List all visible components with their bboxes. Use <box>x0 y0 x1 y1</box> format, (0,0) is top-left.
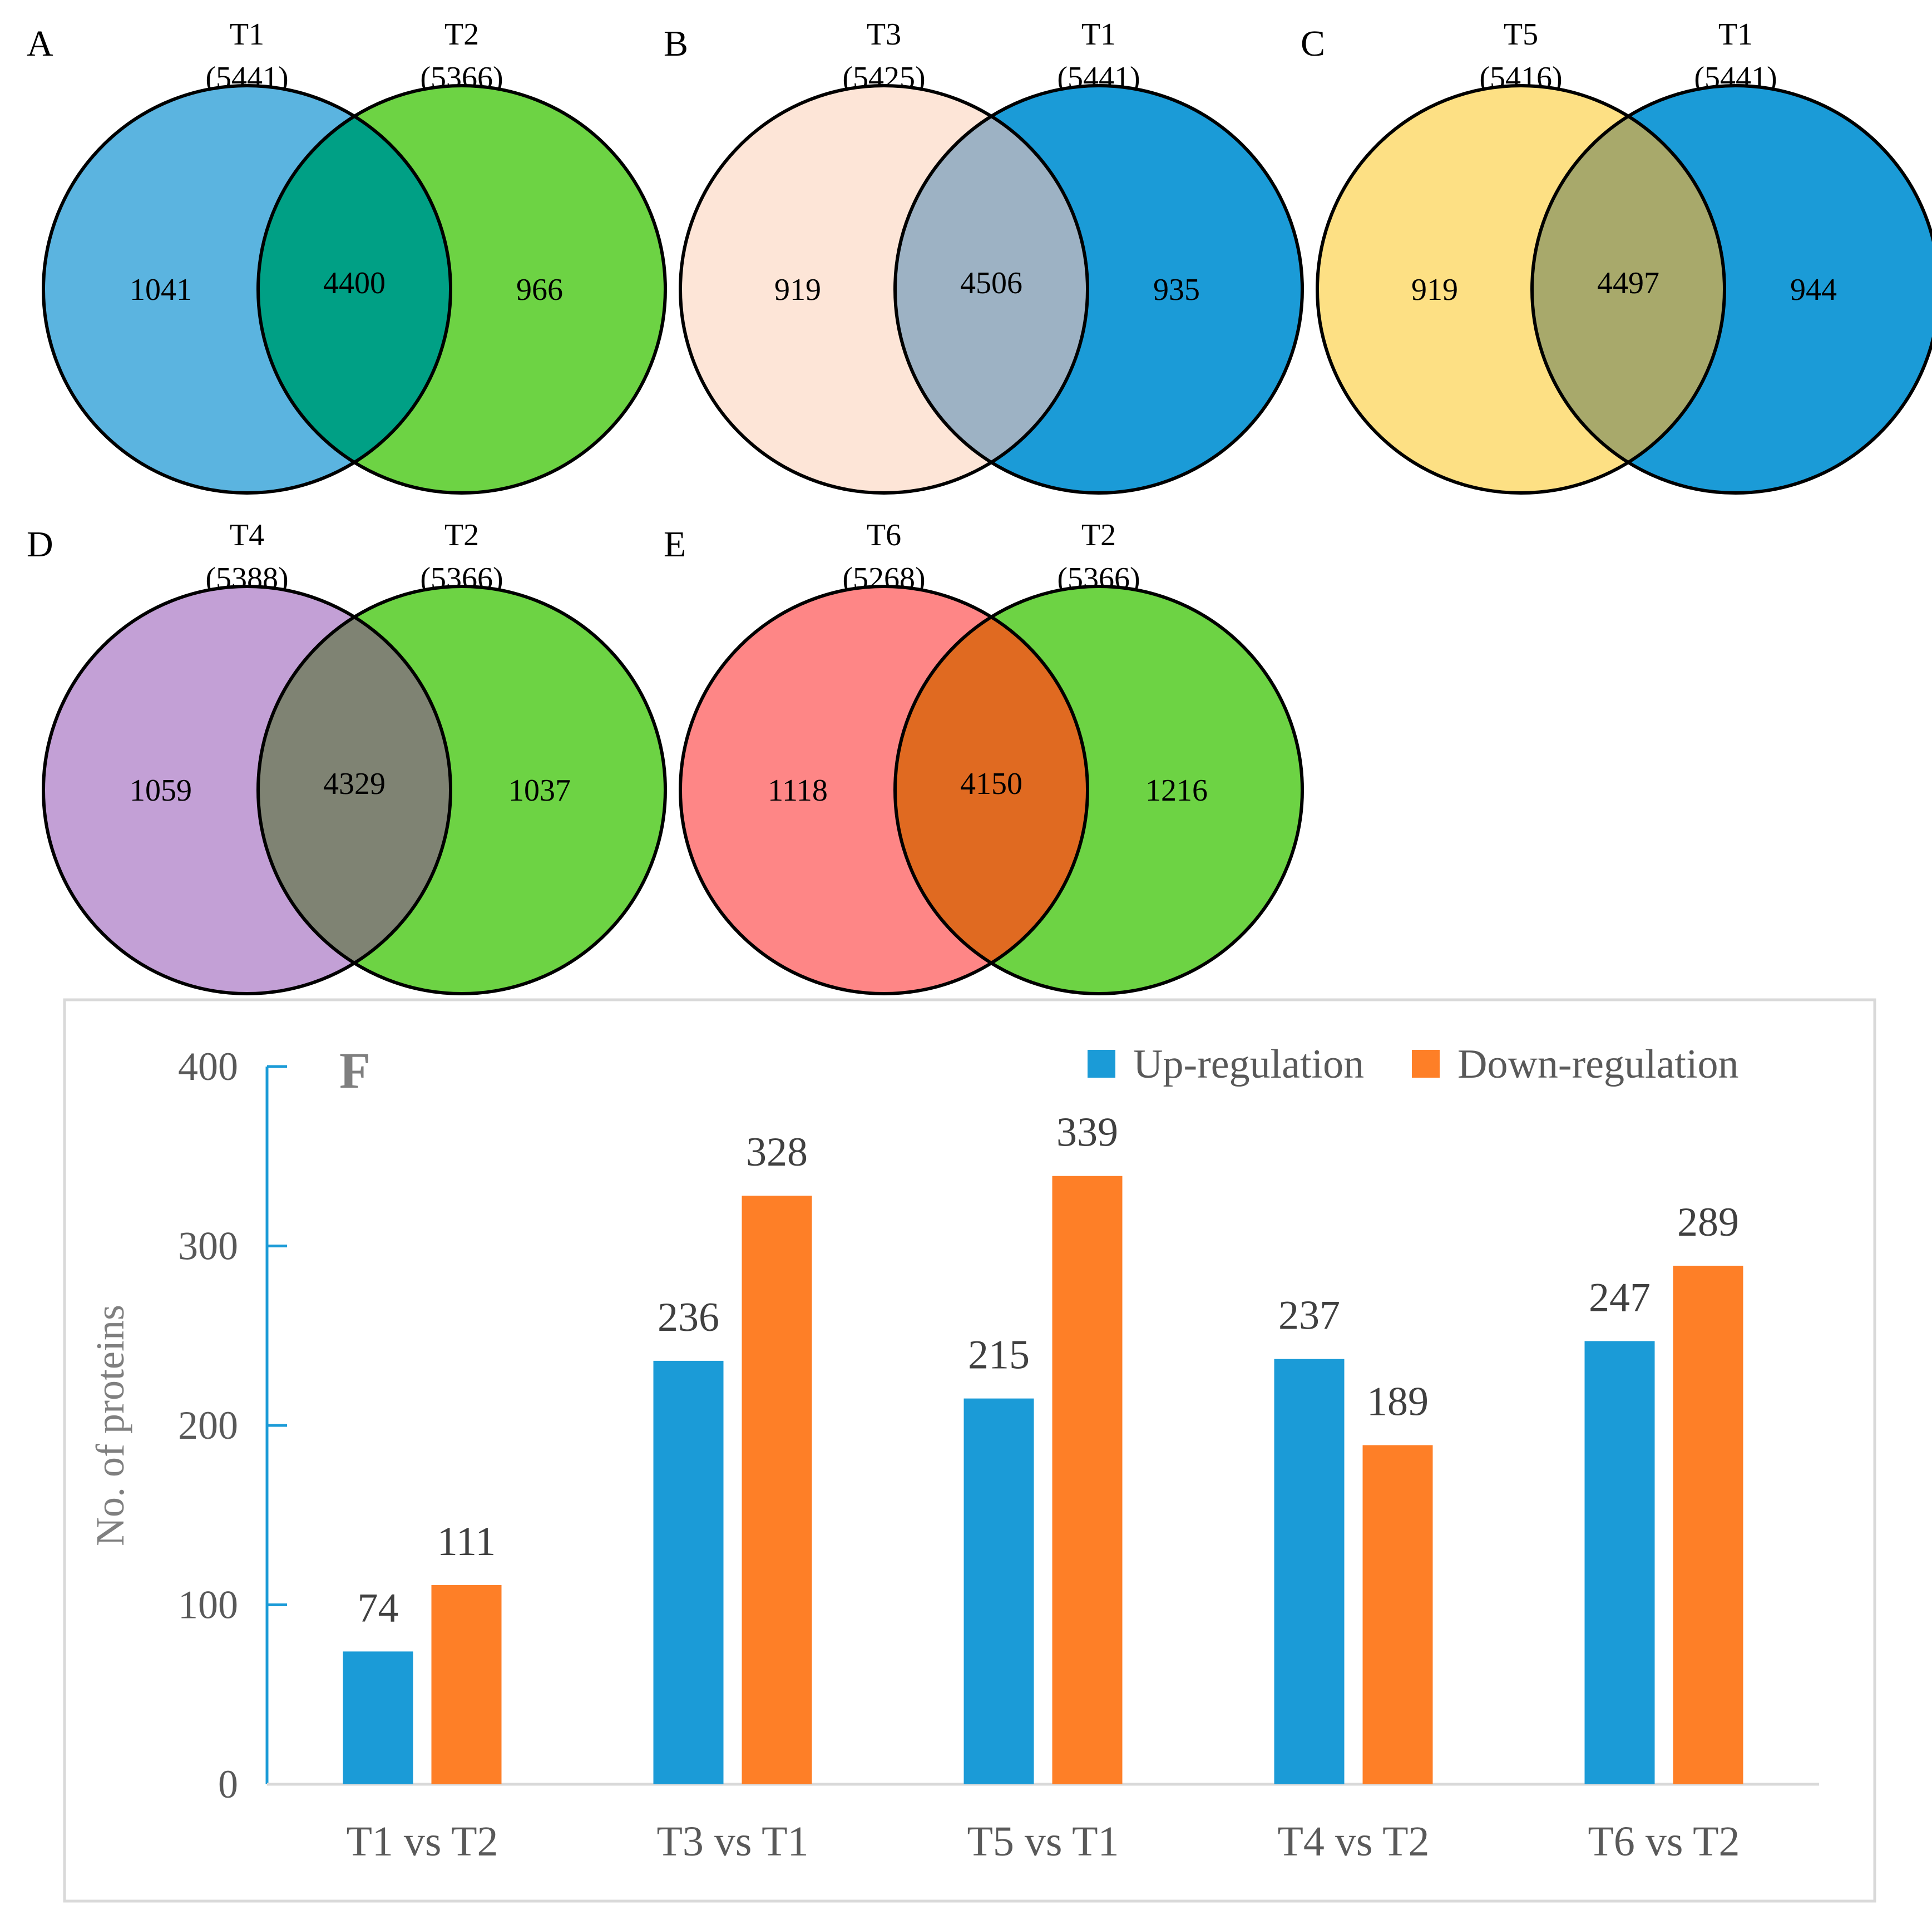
left-only-count: 1041 <box>130 273 192 307</box>
bar-up <box>1274 1359 1345 1784</box>
left-set-name: T5 <box>1504 17 1538 52</box>
panel-letter: E <box>664 524 686 565</box>
left-set-outline <box>42 585 452 995</box>
venn-panel-d: D T4(5388)T2(5366)1059 4329 1037 <box>27 518 667 995</box>
category-group: 247 289 T6 vs T2 <box>1584 1200 1743 1865</box>
right-only-count: 966 <box>516 273 563 307</box>
bar-value-label: 236 <box>658 1295 719 1340</box>
y-tick-label: 200 <box>178 1403 238 1448</box>
left-only-count: 919 <box>774 273 821 307</box>
right-only-count: 935 <box>1153 273 1200 307</box>
category-group: 237 189 T4 vs T2 <box>1274 1293 1433 1865</box>
panel-letter: A <box>27 23 53 64</box>
overlap-count: 4329 <box>323 767 386 801</box>
overlap-region <box>895 86 1088 493</box>
overlap-count: 4150 <box>960 767 1022 801</box>
right-set-outline <box>893 585 1304 995</box>
left-only-count: 919 <box>1411 273 1458 307</box>
y-axis-title: No. of proteins <box>88 1305 132 1546</box>
bar-value-label: 189 <box>1367 1379 1429 1424</box>
bar-up <box>343 1651 413 1784</box>
venn-panel-c: C T5(5416)T1(5441)919 4497 944 <box>1301 17 1932 495</box>
left-set-name: T6 <box>867 518 901 552</box>
left-only-count: 1118 <box>768 773 828 808</box>
panel-letter: B <box>664 23 688 64</box>
left-set-outline <box>679 585 1089 995</box>
venn-panel-e: E T6(5268)T2(5366)1118 4150 1216 <box>664 518 1304 995</box>
legend-swatch <box>1412 1050 1440 1078</box>
y-tick-label: 100 <box>178 1583 238 1627</box>
bar-value-label: 339 <box>1056 1110 1118 1156</box>
x-category-label: T3 vs T1 <box>656 1818 808 1865</box>
right-set-name: T1 <box>1718 17 1753 52</box>
bar-chart-panel: 0 100 200 300 400 No. of proteins F 74 111 T1 vs … <box>63 998 1876 1903</box>
y-tick-label: 400 <box>178 1044 238 1089</box>
overlap-count: 4400 <box>323 266 386 300</box>
right-set-name: T2 <box>1081 518 1116 552</box>
bar-value-label: 237 <box>1278 1293 1340 1339</box>
legend-label: Up-regulation <box>1133 1042 1364 1087</box>
left-set-outline <box>1316 84 1726 495</box>
right-only-count: 944 <box>1790 273 1837 307</box>
bar-value-label: 328 <box>746 1129 808 1175</box>
bar-down <box>1052 1176 1123 1784</box>
overlap-region <box>895 586 1088 994</box>
right-only-count: 1216 <box>1145 773 1208 808</box>
right-set-outline <box>1530 84 1932 495</box>
left-set-outline <box>42 84 452 495</box>
overlap-count: 4506 <box>960 266 1022 300</box>
venn-panel-b: B T3(5425)T1(5441)919 4506 935 <box>664 17 1304 495</box>
bar-value-label: 111 <box>437 1519 496 1564</box>
venn-panel-a: A T1(5441)T2(5366)1041 4400 966 <box>27 17 667 495</box>
y-tick-label: 300 <box>178 1224 238 1269</box>
left-set-name: T1 <box>230 17 264 52</box>
bar-down <box>431 1585 502 1784</box>
left-only-count: 1059 <box>130 773 192 808</box>
bar-value-label: 289 <box>1677 1200 1739 1245</box>
category-group: 236 328 T3 vs T1 <box>653 1129 812 1865</box>
category-group: 215 339 T5 vs T1 <box>963 1110 1123 1865</box>
right-set-name: T2 <box>444 518 479 552</box>
x-category-label: T6 vs T2 <box>1588 1818 1740 1865</box>
overlap-region <box>258 586 451 994</box>
bar-value-label: 215 <box>968 1332 1030 1378</box>
bar-up <box>963 1398 1034 1784</box>
bar-down <box>742 1196 812 1784</box>
overlap-region <box>258 86 451 493</box>
x-category-label: T5 vs T1 <box>967 1818 1119 1865</box>
bar-value-label: 247 <box>1589 1275 1651 1320</box>
legend-label: Down-regulation <box>1457 1042 1739 1087</box>
category-group: 74 111 T1 vs T2 <box>343 1519 502 1865</box>
left-set-name: T4 <box>230 518 264 552</box>
right-set-outline <box>893 84 1304 495</box>
bar-up <box>653 1360 724 1784</box>
y-tick-label: 0 <box>218 1762 238 1807</box>
left-set-outline <box>679 84 1089 495</box>
right-set-outline <box>256 84 667 495</box>
right-set-outline <box>256 585 667 995</box>
x-category-label: T4 vs T2 <box>1277 1818 1429 1865</box>
right-set-name: T2 <box>444 17 479 52</box>
right-set-name: T1 <box>1081 17 1116 52</box>
left-set-name: T3 <box>867 17 901 52</box>
panel-letter-f: F <box>339 1042 370 1099</box>
x-category-label: T1 vs T2 <box>346 1818 498 1865</box>
bar-down <box>1673 1265 1743 1784</box>
overlap-count: 4497 <box>1597 266 1659 300</box>
legend: Up-regulation Down-regulation <box>1088 1042 1739 1087</box>
bar-up <box>1584 1341 1655 1784</box>
panel-letter: C <box>1301 23 1325 64</box>
overlap-region <box>1532 86 1725 493</box>
bar-value-label: 74 <box>358 1585 399 1631</box>
panel-letter: D <box>27 524 53 565</box>
bar-down <box>1362 1445 1433 1784</box>
right-only-count: 1037 <box>508 773 571 808</box>
legend-swatch <box>1088 1050 1115 1078</box>
